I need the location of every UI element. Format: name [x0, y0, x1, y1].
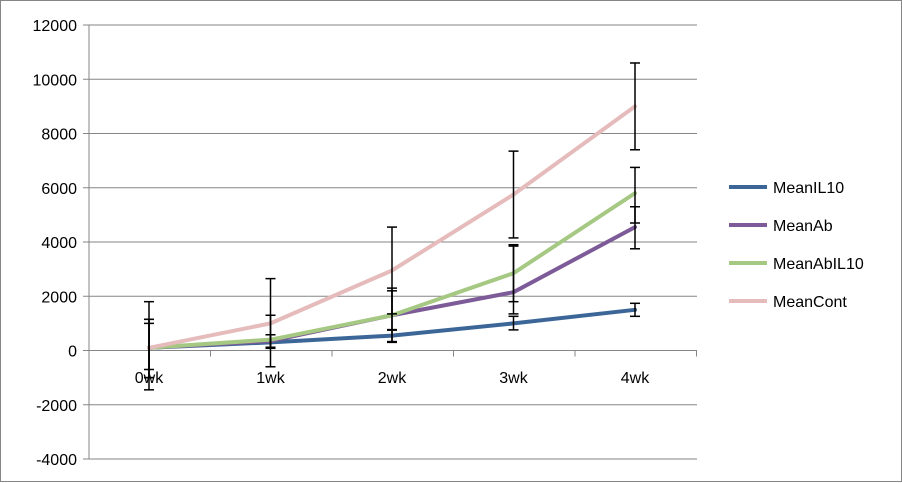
legend-label: MeanIL10 — [773, 180, 844, 197]
x-tick-label: 2wk — [378, 370, 407, 387]
y-tick-label: 4000 — [41, 235, 77, 252]
x-axis-tick-labels: 0wk 1wk 2wk 3wk 4wk — [135, 370, 650, 387]
legend-label: MeanCont — [773, 294, 847, 311]
y-tick-label: 2000 — [41, 289, 77, 306]
y-tick-label: -4000 — [36, 452, 77, 469]
error-bars — [144, 62, 640, 391]
x-tick-label: 3wk — [499, 370, 528, 387]
y-tick-label: 12000 — [33, 18, 78, 35]
axes — [83, 24, 697, 460]
x-tick-label: 4wk — [621, 370, 650, 387]
legend: MeanIL10 MeanAb MeanAbIL10 MeanCont — [729, 180, 864, 311]
y-tick-label: 8000 — [41, 127, 77, 144]
y-tick-label: 0 — [68, 344, 77, 361]
legend-label: MeanAb — [773, 218, 833, 235]
y-tick-label: -2000 — [36, 398, 77, 415]
legend-label: MeanAbIL10 — [773, 256, 864, 273]
y-tick-label: 6000 — [41, 181, 77, 198]
y-tick-label: 10000 — [33, 72, 78, 89]
y-axis-tick-labels: -4000 -2000 0 2000 4000 6000 8000 10000 12000 — [33, 18, 78, 469]
x-tick-label: 1wk — [256, 370, 285, 387]
